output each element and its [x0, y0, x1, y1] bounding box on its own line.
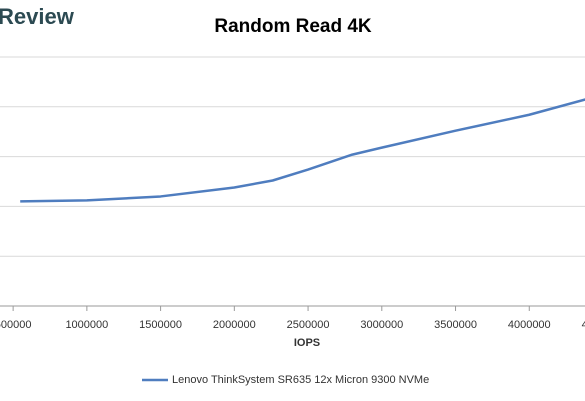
x-tick-label: 1500000 [139, 319, 182, 331]
chart-title: Random Read 4K [214, 16, 372, 37]
logo-text: Review [0, 4, 75, 29]
x-tick-label: 3500000 [434, 319, 477, 331]
x-axis-title: IOPS [294, 337, 320, 349]
x-tick-label: 500000 [0, 319, 31, 331]
x-tick-label: 4000000 [508, 319, 551, 331]
x-tick-label: 2000000 [213, 319, 256, 331]
x-tick-label: 3000000 [360, 319, 403, 331]
x-tick-label: 1000000 [65, 319, 108, 331]
x-tick-label: 2500000 [287, 319, 330, 331]
series-line [20, 98, 585, 203]
x-tick-label: 4500000 [582, 319, 585, 331]
legend-label: Lenovo ThinkSystem SR635 12x Micron 9300… [172, 374, 429, 386]
